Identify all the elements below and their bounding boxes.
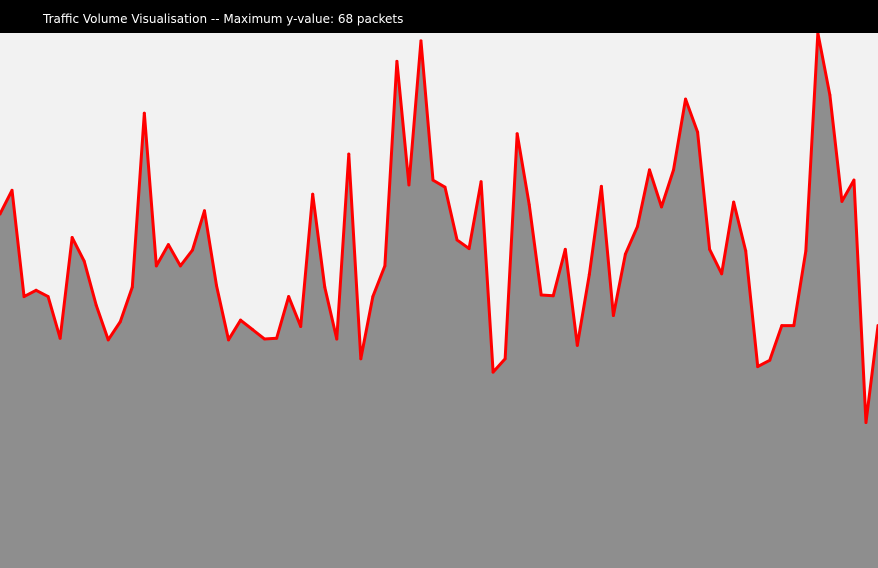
chart-title: Traffic Volume Visualisation -- Maximum … — [43, 12, 404, 26]
data-point — [575, 343, 579, 347]
data-point — [551, 294, 555, 298]
data-point — [395, 59, 399, 63]
data-point — [371, 295, 375, 299]
data-point — [768, 358, 772, 362]
data-point — [816, 33, 820, 35]
data-point — [792, 324, 796, 328]
data-point — [780, 324, 784, 328]
data-point — [178, 264, 182, 268]
data-point — [46, 295, 50, 299]
data-point — [311, 192, 315, 196]
data-point — [491, 370, 495, 374]
data-point — [744, 249, 748, 253]
data-point — [852, 178, 856, 182]
data-point — [864, 420, 868, 424]
data-point — [383, 264, 387, 268]
data-point — [10, 188, 14, 192]
data-point — [34, 288, 38, 292]
data-point — [455, 238, 459, 242]
data-point — [323, 285, 327, 289]
traffic-area-fill — [0, 33, 878, 568]
data-point — [840, 199, 844, 203]
data-point — [22, 295, 26, 299]
data-point — [611, 313, 615, 317]
data-point — [130, 285, 134, 289]
data-point — [419, 39, 423, 43]
data-point — [635, 225, 639, 229]
data-point — [239, 318, 243, 322]
data-point — [431, 178, 435, 182]
data-point — [684, 97, 688, 101]
data-point — [359, 357, 363, 361]
data-point — [58, 336, 62, 340]
data-point — [467, 247, 471, 251]
data-point — [299, 324, 303, 328]
data-point — [708, 247, 712, 251]
data-point — [539, 293, 543, 297]
data-point — [335, 337, 339, 341]
data-point — [251, 328, 255, 332]
data-point — [275, 336, 279, 340]
data-point — [503, 357, 507, 361]
data-point — [660, 205, 664, 209]
data-point — [142, 111, 146, 115]
data-points — [0, 33, 878, 424]
data-point — [106, 338, 110, 342]
data-point — [347, 152, 351, 156]
data-point — [166, 243, 170, 247]
data-point — [263, 337, 267, 341]
data-point — [227, 338, 231, 342]
data-point — [118, 320, 122, 324]
plot-area — [0, 33, 878, 568]
data-point — [82, 259, 86, 263]
data-point — [672, 168, 676, 172]
data-point — [623, 252, 627, 256]
data-point — [828, 93, 832, 97]
data-point — [527, 203, 531, 207]
data-point — [804, 249, 808, 253]
data-point — [732, 200, 736, 204]
data-point — [647, 168, 651, 172]
data-point — [479, 180, 483, 184]
data-point — [696, 130, 700, 134]
data-point — [515, 132, 519, 136]
data-point — [756, 365, 760, 369]
data-point — [0, 212, 2, 216]
data-point — [563, 247, 567, 251]
data-point — [190, 248, 194, 252]
data-point — [720, 272, 724, 276]
title-bar: Traffic Volume Visualisation -- Maximum … — [0, 0, 878, 33]
data-point — [94, 303, 98, 307]
data-point — [407, 183, 411, 187]
data-point — [70, 236, 74, 240]
data-point — [587, 273, 591, 277]
data-point — [443, 185, 447, 189]
data-point — [599, 184, 603, 188]
traffic-series-line — [0, 33, 878, 424]
traffic-area-chart — [0, 33, 878, 568]
data-point — [214, 284, 218, 288]
data-point — [287, 295, 291, 299]
data-point — [202, 209, 206, 213]
data-point — [154, 264, 158, 268]
